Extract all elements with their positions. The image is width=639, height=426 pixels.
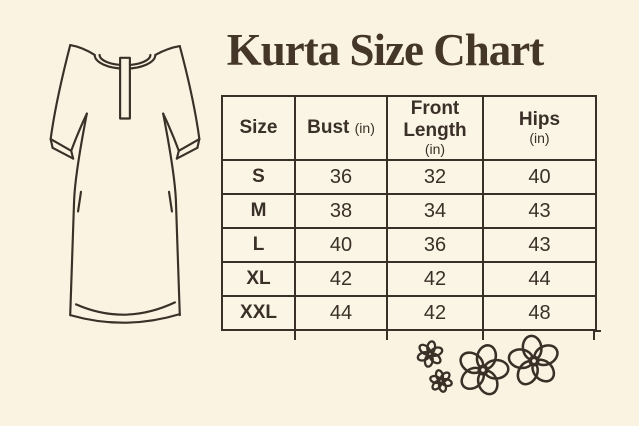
column-label: Hips bbox=[518, 109, 561, 131]
right-sleeve-inner bbox=[162, 112, 180, 152]
right-cuff-inner-edge bbox=[175, 149, 180, 160]
placket bbox=[119, 56, 131, 120]
left-slit bbox=[76, 190, 83, 213]
front-length-value: 34 bbox=[386, 193, 484, 229]
column-unit: (in) bbox=[354, 120, 375, 137]
bust-value: 42 bbox=[294, 261, 388, 297]
table-divider-stub bbox=[593, 331, 595, 340]
hem-outer bbox=[69, 313, 181, 324]
size-chart-table: Size Bust (in) Front Length (in) Hips (i… bbox=[221, 95, 597, 331]
column-unit: (in) bbox=[529, 130, 550, 147]
small-flower-icon bbox=[413, 337, 447, 371]
size-label: L bbox=[221, 227, 296, 263]
bust-value: 40 bbox=[294, 227, 388, 263]
bust-value: 36 bbox=[294, 159, 388, 195]
size-label: XXL bbox=[221, 295, 296, 331]
table-border-overshoot bbox=[595, 330, 601, 332]
flower-decoration bbox=[413, 330, 566, 404]
hips-value: 40 bbox=[482, 159, 597, 195]
column-header-hips: Hips (in) bbox=[482, 95, 597, 161]
right-side-seam bbox=[162, 112, 181, 317]
header-row: Size Bust (in) Front Length (in) Hips (i… bbox=[221, 95, 597, 161]
right-slit bbox=[167, 190, 174, 213]
front-length-value: 32 bbox=[386, 159, 484, 195]
column-unit: (in) bbox=[424, 140, 446, 157]
hips-value: 48 bbox=[482, 295, 597, 331]
left-cuff-top bbox=[49, 137, 73, 152]
table-row-s: S 36 32 40 bbox=[221, 159, 597, 195]
column-header-size: Size bbox=[221, 95, 296, 161]
column-header-front-length: Front Length (in) bbox=[386, 95, 484, 161]
column-label: Size bbox=[239, 117, 278, 139]
right-cuff-bottom bbox=[175, 146, 199, 160]
front-length-value: 42 bbox=[386, 295, 484, 331]
front-length-value: 36 bbox=[386, 227, 484, 263]
hem-inner bbox=[75, 301, 176, 316]
front-length-value: 42 bbox=[386, 261, 484, 297]
left-side-seam bbox=[69, 112, 88, 317]
table-row-m: M 38 34 43 bbox=[221, 193, 597, 229]
size-label: M bbox=[221, 193, 296, 229]
right-cuff-top bbox=[177, 137, 201, 152]
hips-value: 43 bbox=[482, 193, 597, 229]
size-label: XL bbox=[221, 261, 296, 297]
kurta-illustration bbox=[49, 44, 201, 324]
table-divider-stub bbox=[294, 331, 296, 340]
table-row-xl: XL 42 42 44 bbox=[221, 261, 597, 297]
kurta-body-outline bbox=[49, 44, 201, 324]
left-shoulder-line bbox=[69, 44, 96, 56]
column-label: Bust bbox=[307, 117, 350, 139]
size-label: S bbox=[221, 159, 296, 195]
large-flower-icon bbox=[449, 337, 517, 404]
bust-value: 38 bbox=[294, 193, 388, 229]
column-header-bust: Bust (in) bbox=[294, 95, 388, 161]
right-shoulder-line bbox=[154, 45, 181, 56]
table-divider-stub bbox=[482, 331, 484, 340]
small-flower-icon bbox=[426, 366, 456, 396]
hips-value: 43 bbox=[482, 227, 597, 263]
hips-value: 44 bbox=[482, 261, 597, 297]
left-cuff-bottom bbox=[51, 146, 75, 160]
table-divider-stub bbox=[386, 331, 388, 340]
left-cuff-edge bbox=[49, 137, 54, 149]
column-label: Front Length bbox=[403, 98, 467, 141]
right-cuff-edge bbox=[196, 137, 201, 149]
left-sleeve-outer bbox=[49, 44, 72, 141]
large-flower-icon bbox=[502, 330, 566, 392]
right-sleeve-outer bbox=[178, 45, 201, 141]
table-row-xxl: XXL 44 42 48 bbox=[221, 295, 597, 331]
page-title: Kurta Size Chart bbox=[226, 25, 544, 75]
left-sleeve-inner bbox=[70, 112, 88, 152]
bust-value: 44 bbox=[294, 295, 388, 331]
left-cuff-inner-edge bbox=[70, 149, 75, 160]
table-row-l: L 40 36 43 bbox=[221, 227, 597, 263]
